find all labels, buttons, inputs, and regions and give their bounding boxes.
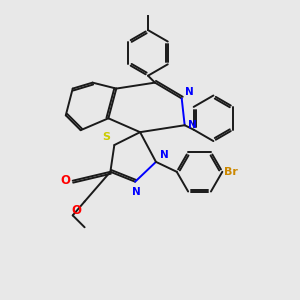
Text: S: S bbox=[102, 132, 110, 142]
Text: N: N bbox=[185, 86, 194, 97]
Text: O: O bbox=[61, 174, 71, 187]
Text: N: N bbox=[132, 187, 140, 197]
Text: O: O bbox=[72, 205, 82, 218]
Text: N: N bbox=[188, 120, 196, 130]
Text: N: N bbox=[160, 150, 169, 160]
Text: Br: Br bbox=[224, 167, 238, 177]
